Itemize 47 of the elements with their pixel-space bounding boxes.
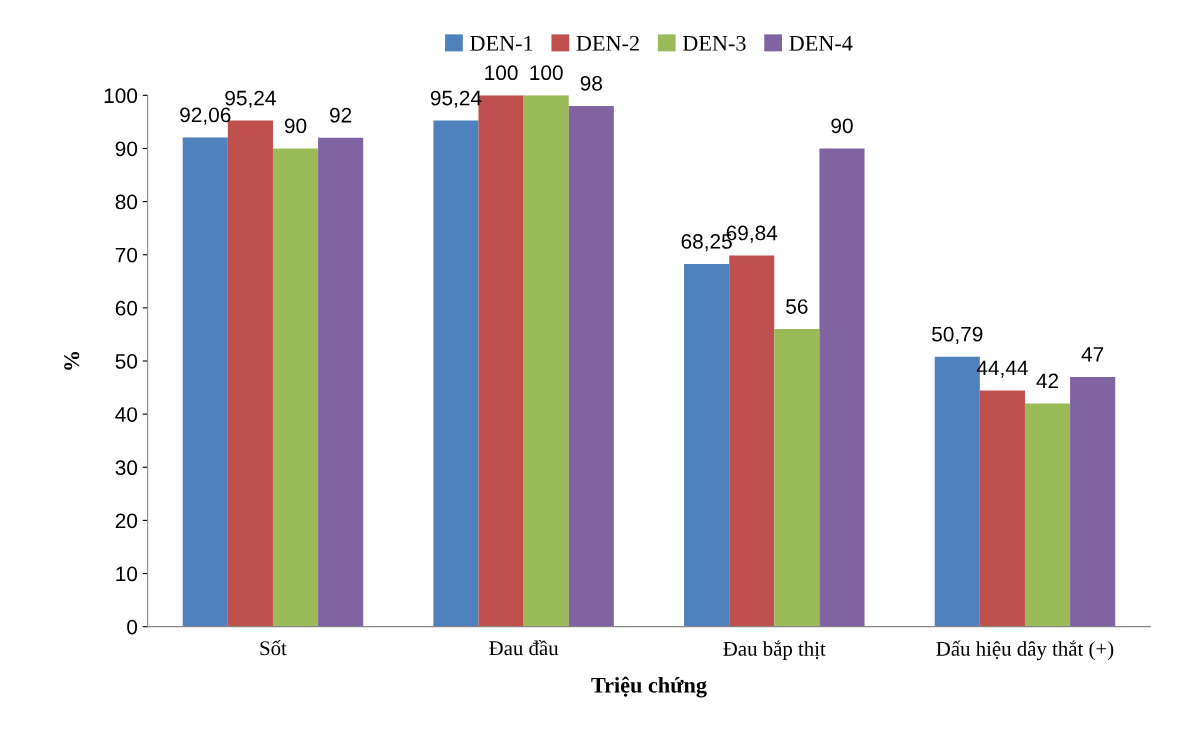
y-tick-label: 90	[115, 141, 138, 157]
data-label: 100	[530, 65, 563, 81]
y-tick-label: 10	[116, 566, 138, 582]
y-tick-label: 70	[115, 247, 138, 263]
data-label: 47	[1081, 347, 1104, 362]
bar	[182, 137, 228, 627]
bar	[979, 390, 1025, 627]
legend-label: DEN-1	[470, 35, 533, 51]
bar	[318, 137, 364, 627]
x-tick-label: Đau đầu	[489, 639, 559, 656]
bar	[774, 329, 820, 627]
x-tick-label: Dấu hiệu dây thắt (+)	[936, 640, 1114, 661]
legend-label: DEN-4	[789, 35, 853, 51]
bar	[1070, 376, 1116, 627]
bar	[819, 148, 865, 627]
y-tick-label: 100	[104, 88, 138, 104]
y-tick-label: 20	[115, 513, 138, 529]
data-label: 95,24	[430, 90, 482, 108]
bar	[433, 120, 479, 627]
y-tick-label: 30	[115, 460, 138, 476]
y-tick-label: 80	[115, 194, 138, 210]
data-label: 42	[1036, 373, 1059, 389]
x-tick-label: Sốt	[260, 639, 287, 656]
y-tick-label: 60	[115, 300, 138, 316]
y-tick-label: 0	[127, 619, 138, 635]
data-label: 98	[580, 75, 602, 91]
y-tick-label: 40	[115, 407, 138, 422]
data-label: 100	[485, 65, 518, 81]
data-label: 92	[330, 107, 352, 123]
data-label: 56	[786, 299, 808, 314]
x-axis-title: Triệu chứng	[591, 676, 707, 698]
bar	[272, 148, 319, 627]
data-label: 50,79	[932, 326, 983, 345]
bar	[568, 105, 614, 627]
x-tick-label: Đau bắp thịt	[723, 640, 826, 661]
bar	[729, 255, 775, 627]
y-axis-title: %	[64, 351, 80, 370]
data-label: 92,06	[180, 107, 231, 125]
bar	[684, 264, 730, 627]
bar	[523, 95, 569, 627]
legend-label: DEN-3	[682, 35, 746, 51]
data-label: 90	[831, 118, 853, 134]
y-tick-label: 50	[115, 354, 138, 369]
data-label: 95,24	[225, 90, 276, 108]
legend-label: DEN-2	[576, 35, 639, 51]
data-label: 90	[284, 118, 307, 134]
bar	[1024, 403, 1071, 627]
